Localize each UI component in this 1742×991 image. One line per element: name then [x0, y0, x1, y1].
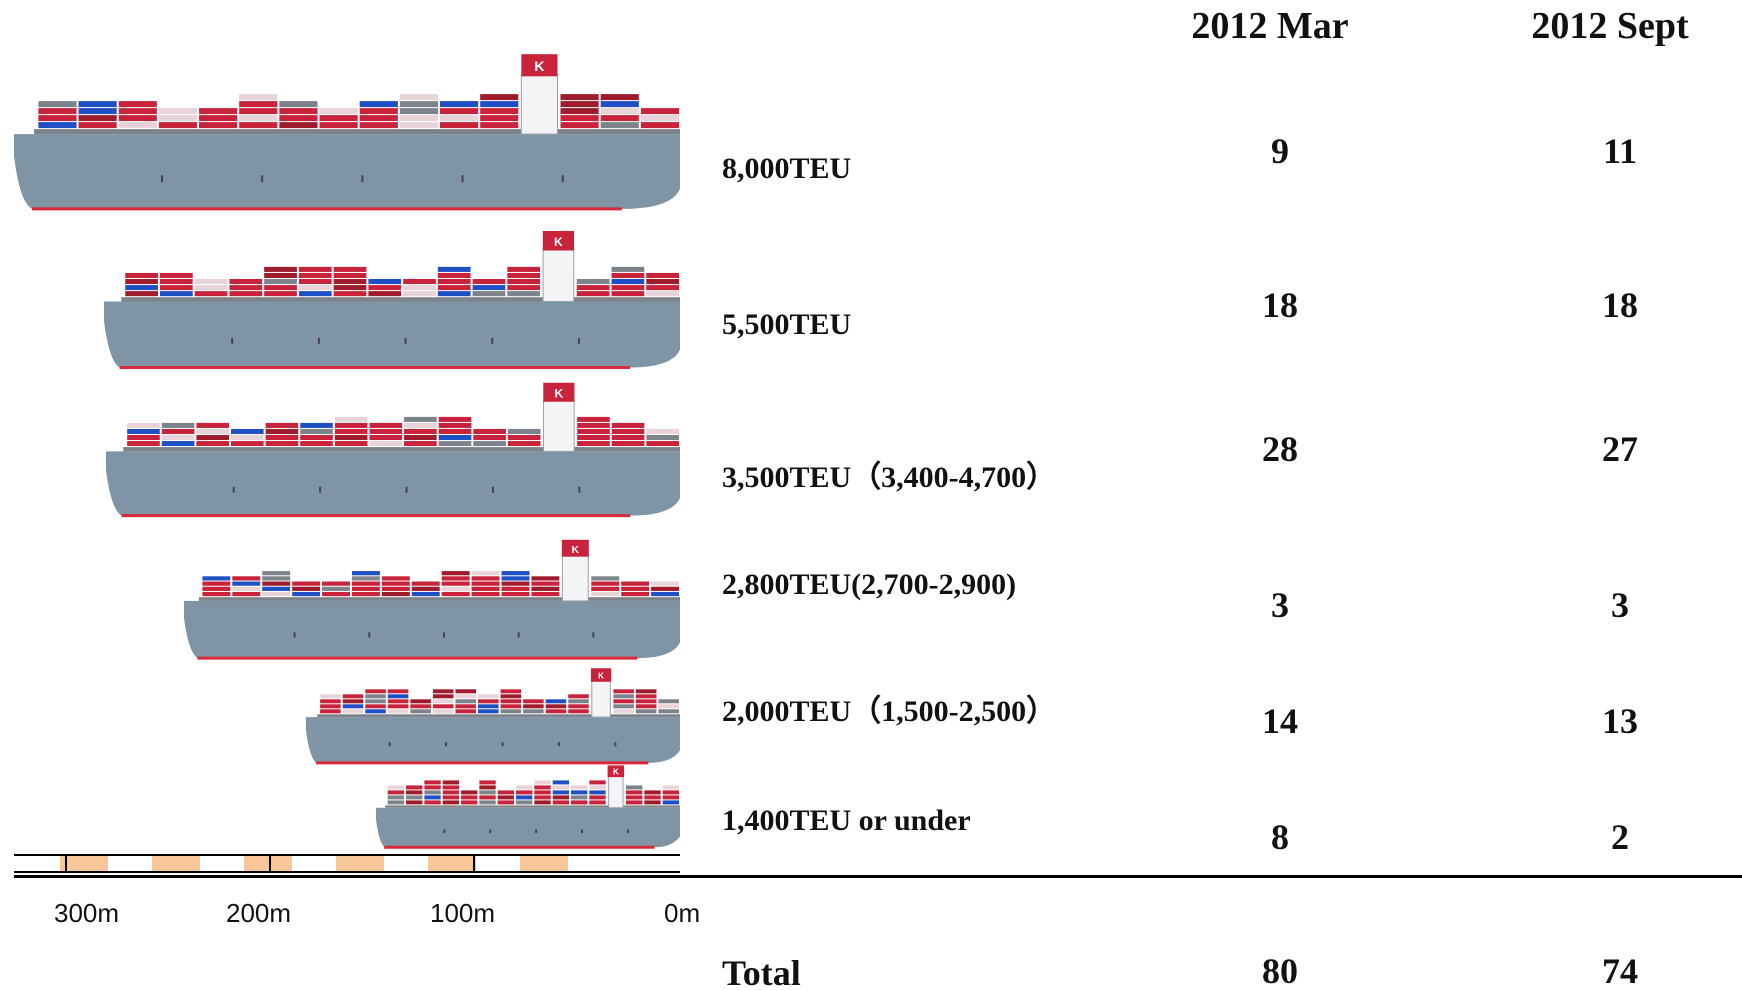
svg-text:K: K: [598, 672, 604, 681]
scale-label-0m: 0m: [664, 898, 701, 928]
value-5500teu-mar: 18: [1262, 285, 1298, 325]
ship-icon-3500teu: K: [106, 382, 680, 518]
column-header-mar: 2012 Mar: [1191, 5, 1349, 47]
ship-icon-2800teu: K: [184, 539, 680, 660]
value-3500teu-sept: 27: [1602, 429, 1638, 469]
scale-label-100m: 100m: [430, 898, 496, 928]
scale-bar: [14, 854, 680, 873]
svg-text:K: K: [554, 235, 563, 249]
total-separator: [14, 875, 1742, 878]
value-2000teu-mar: 14: [1262, 701, 1298, 741]
row-label-2000teu: 2,000TEU（1,500-2,500）: [722, 695, 1057, 728]
value-5500teu-sept: 18: [1602, 285, 1638, 325]
scale-label-200m: 200m: [226, 898, 292, 928]
total-sept: 74: [1602, 951, 1638, 991]
row-label-8000teu: 8,000TEU: [722, 152, 852, 185]
column-header-sept: 2012 Sept: [1531, 5, 1689, 47]
value-1400teu-sept: 2: [1611, 817, 1629, 857]
value-8000teu-mar: 9: [1271, 131, 1289, 171]
value-2800teu-mar: 3: [1271, 585, 1289, 625]
value-3500teu-mar: 28: [1262, 429, 1298, 469]
value-8000teu-sept: 11: [1602, 131, 1637, 171]
row-label-2800teu: 2,800TEU(2,700-2,900): [722, 568, 1017, 601]
row-label-3500teu: 3,500TEU（3,400-4,700）: [722, 461, 1057, 494]
row-label-1400teu: 1,400TEU or under: [722, 804, 971, 837]
svg-text:K: K: [572, 545, 580, 556]
scale-label-300m: 300m: [54, 898, 120, 928]
svg-text:K: K: [554, 386, 563, 400]
ship-icon-2000teu: K: [306, 668, 680, 765]
value-2000teu-sept: 13: [1602, 701, 1638, 741]
total-label: Total: [722, 953, 801, 991]
svg-text:K: K: [613, 767, 619, 776]
ship-icon-8000teu: K: [14, 54, 681, 211]
value-1400teu-mar: 8: [1271, 817, 1289, 857]
total-mar: 80: [1262, 951, 1298, 991]
ship-icon-5500teu: K: [104, 231, 681, 369]
ship-icon-1400teu: K: [376, 765, 680, 849]
row-label-5500teu: 5,500TEU: [722, 308, 852, 341]
value-2800teu-sept: 3: [1611, 585, 1629, 625]
svg-text:K: K: [534, 58, 544, 74]
